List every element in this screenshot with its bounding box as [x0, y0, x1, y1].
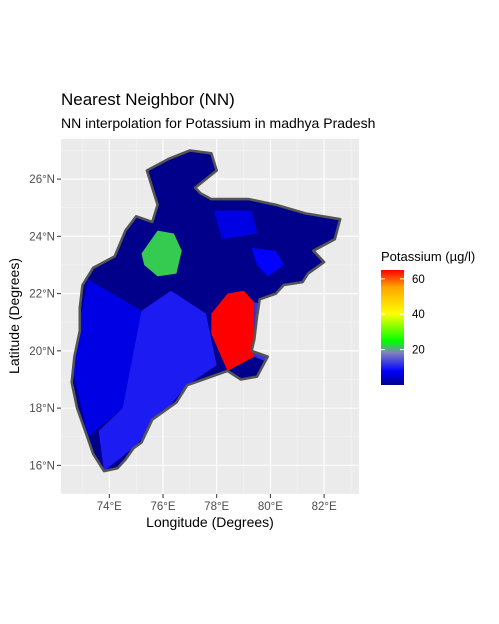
region-layer	[71, 210, 284, 472]
y-tick-label: 22°N	[29, 289, 55, 301]
legend-tick-label: 20	[412, 345, 425, 357]
legend-tick-label: 40	[412, 309, 425, 321]
x-tick-label: 80°E	[258, 501, 283, 513]
nn-region	[251, 247, 284, 277]
x-tick-label: 76°E	[150, 501, 175, 513]
x-axis: 74°E 76°E 78°E 80°E 82°E	[97, 494, 337, 513]
x-tick-label: 74°E	[97, 501, 122, 513]
y-axis: 16°N 18°N 20°N 22°N 24°N 26°N	[29, 174, 61, 472]
legend-ticks: 20 40 60	[381, 274, 425, 357]
map-layer	[70, 149, 342, 473]
state-outline	[70, 149, 342, 473]
nn-region	[141, 230, 182, 277]
y-tick-label: 20°N	[29, 346, 55, 358]
y-tick-label: 16°N	[29, 460, 55, 472]
y-tick-label: 18°N	[29, 403, 55, 415]
legend-title: Potassium (µg/l)	[381, 249, 475, 264]
legend-colorbar	[381, 270, 404, 385]
x-tick-label: 82°E	[312, 501, 337, 513]
y-axis-title: Latitude (Degrees)	[6, 258, 22, 374]
y-tick-label: 24°N	[29, 231, 55, 243]
nn-region	[71, 279, 142, 437]
legend-tick-label: 60	[412, 274, 425, 286]
chart-title: Nearest Neighbor (NN)	[61, 90, 235, 109]
chart-subtitle: NN interpolation for Potassium in madhya…	[61, 115, 375, 131]
nn-region	[211, 290, 255, 371]
x-tick-label: 78°E	[204, 501, 229, 513]
nn-region	[98, 290, 217, 472]
x-axis-title: Longitude (Degrees)	[146, 514, 274, 530]
nn-region	[214, 210, 257, 240]
legend: Potassium (µg/l) 20 40 60	[381, 249, 475, 385]
y-tick-label: 26°N	[29, 174, 55, 186]
